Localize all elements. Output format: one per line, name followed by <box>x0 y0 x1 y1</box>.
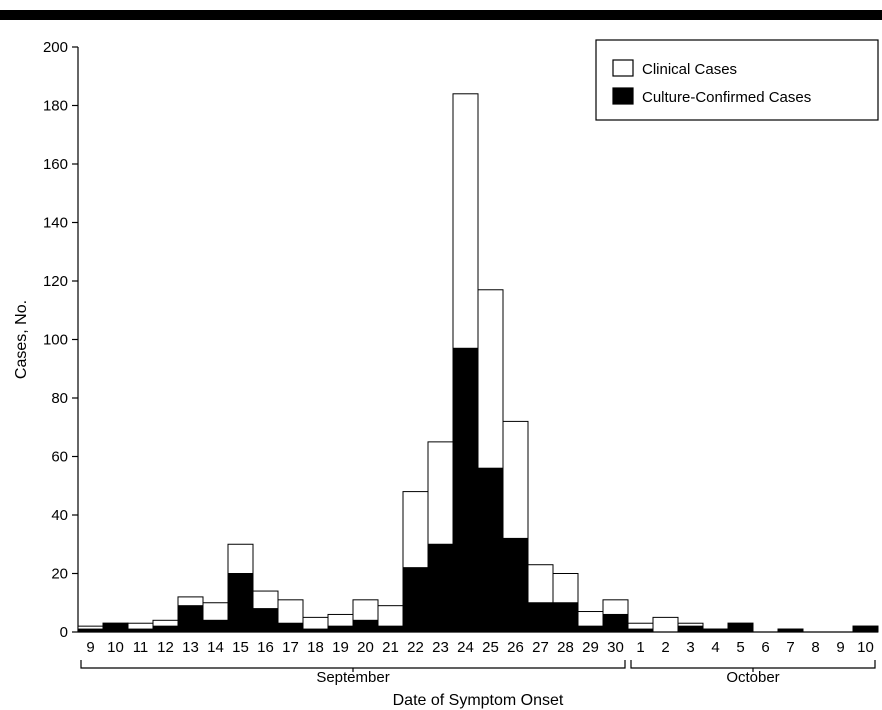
bar-culture-confirmed <box>377 625 404 633</box>
bar-culture-confirmed <box>402 567 429 633</box>
month-label: September <box>316 669 389 686</box>
x-tick-label: 15 <box>232 639 249 656</box>
y-tick-label: 40 <box>51 507 68 524</box>
y-axis-title: Cases, No. <box>13 300 30 379</box>
bar-culture-confirmed <box>277 622 304 633</box>
x-tick-label: 27 <box>532 639 549 656</box>
x-tick-label: 25 <box>482 639 499 656</box>
x-tick-label: 9 <box>86 639 94 656</box>
bar-culture-confirmed <box>452 347 479 633</box>
y-tick-label: 180 <box>43 98 68 115</box>
x-tick-label: 4 <box>711 639 719 656</box>
bar-culture-confirmed <box>427 543 454 633</box>
bar-culture-confirmed <box>577 625 604 633</box>
x-axis-title: Date of Symptom Onset <box>393 692 564 709</box>
legend-label-culture-confirmed: Culture-Confirmed Cases <box>642 89 811 106</box>
x-tick-label: 6 <box>761 639 769 656</box>
x-tick-label: 9 <box>836 639 844 656</box>
x-tick-label: 24 <box>457 639 474 656</box>
bar-culture-confirmed <box>152 625 179 633</box>
bar-culture-confirmed <box>252 608 279 633</box>
x-tick-label: 10 <box>107 639 124 656</box>
x-tick-label: 3 <box>686 639 694 656</box>
bar-culture-confirmed <box>177 605 204 633</box>
x-tick-label: 11 <box>133 639 149 656</box>
bar-culture-confirmed <box>502 537 529 633</box>
x-tick-label: 29 <box>582 639 599 656</box>
x-tick-label: 17 <box>282 639 299 656</box>
y-tick-label: 20 <box>51 566 68 583</box>
legend-label-clinical: Clinical Cases <box>642 61 737 78</box>
x-tick-label: 20 <box>357 639 374 656</box>
y-tick-label: 0 <box>60 624 68 641</box>
x-tick-label: 23 <box>432 639 449 656</box>
month-label: October <box>726 669 779 686</box>
x-tick-label: 10 <box>857 639 874 656</box>
bar-culture-confirmed <box>227 573 254 633</box>
x-tick-label: 18 <box>307 639 324 656</box>
x-tick-label: 7 <box>786 639 794 656</box>
y-tick-label: 100 <box>43 332 68 349</box>
y-tick-label: 120 <box>43 273 68 290</box>
bar-culture-confirmed <box>327 625 354 633</box>
x-tick-label: 8 <box>811 639 819 656</box>
month-bracket <box>80 660 626 669</box>
x-tick-label: 5 <box>736 639 744 656</box>
x-tick-label: 2 <box>661 639 669 656</box>
x-tick-label: 13 <box>182 639 199 656</box>
x-tick-label: 12 <box>157 639 174 656</box>
x-tick-label: 22 <box>407 639 424 656</box>
y-tick-label: 60 <box>51 449 68 466</box>
bar-culture-confirmed <box>727 622 754 633</box>
month-bracket <box>630 660 876 669</box>
y-tick-label: 80 <box>51 390 68 407</box>
bar-culture-confirmed <box>552 602 579 633</box>
top-rule <box>0 10 882 20</box>
bar-culture-confirmed <box>102 622 129 633</box>
bar-culture-confirmed <box>352 619 379 633</box>
x-tick-label: 28 <box>557 639 574 656</box>
x-tick-label: 19 <box>332 639 349 656</box>
bar-culture-confirmed <box>477 467 504 633</box>
bar-culture-confirmed <box>852 625 879 633</box>
y-tick-label: 200 <box>43 39 68 56</box>
bar-culture-confirmed <box>202 619 229 633</box>
bar-culture-confirmed <box>527 602 554 633</box>
x-tick-label: 16 <box>257 639 274 656</box>
bar-clinical <box>652 616 679 633</box>
x-tick-label: 1 <box>636 639 644 656</box>
legend-swatch-clinical <box>612 59 634 77</box>
y-tick-label: 160 <box>43 156 68 173</box>
x-tick-label: 21 <box>382 639 399 656</box>
legend-box <box>595 39 879 121</box>
x-tick-label: 26 <box>507 639 524 656</box>
bar-culture-confirmed <box>677 625 704 633</box>
x-tick-label: 30 <box>607 639 624 656</box>
y-tick-label: 140 <box>43 215 68 232</box>
legend-swatch-culture-confirmed <box>612 87 634 105</box>
bar-culture-confirmed <box>602 613 629 633</box>
x-tick-label: 14 <box>207 639 224 656</box>
